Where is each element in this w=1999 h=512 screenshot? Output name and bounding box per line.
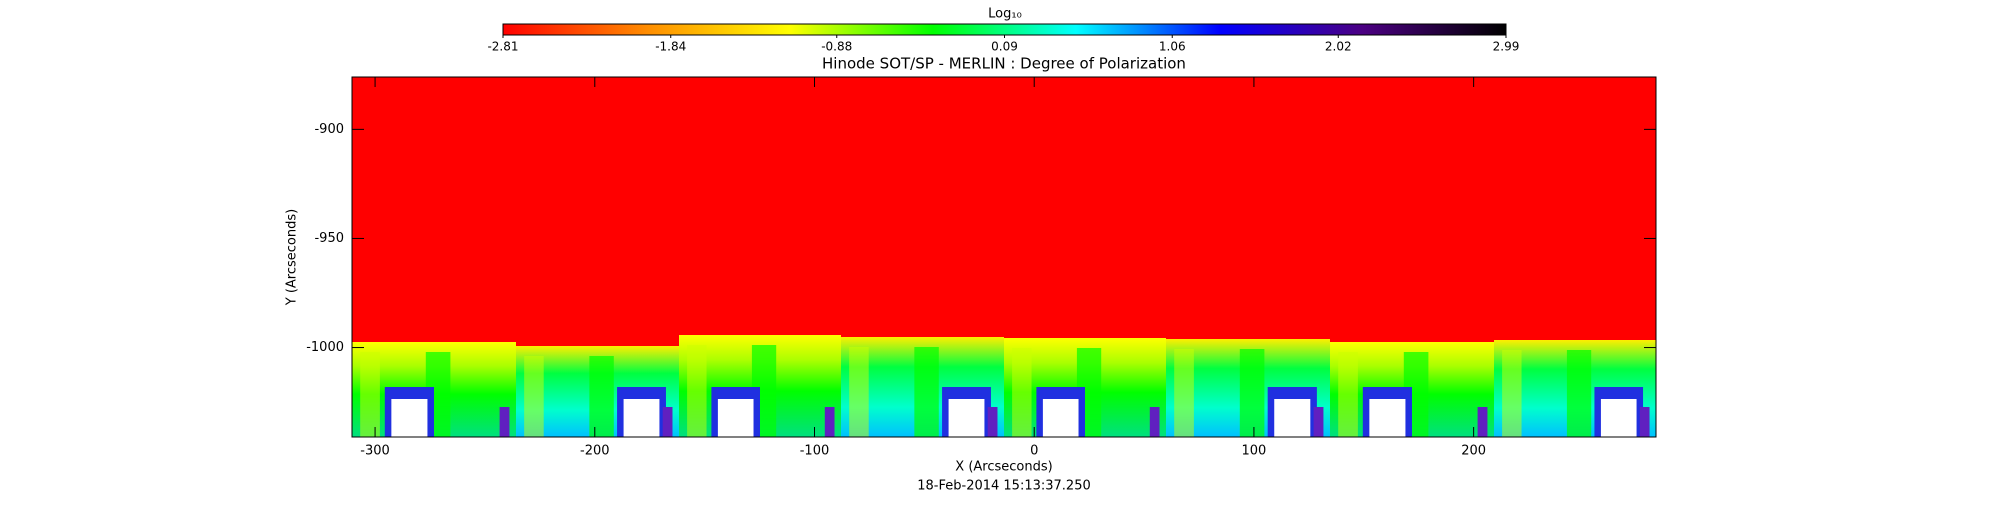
plot-area (352, 77, 1656, 437)
colorbar-tick-label: -0.88 (821, 40, 852, 54)
y-tick-label: -900 (314, 122, 344, 137)
x-tick-label: 0 (1030, 444, 1038, 459)
x-tick-label: 200 (1461, 444, 1486, 459)
colorbar-tick-label: 2.99 (1493, 40, 1520, 54)
chart-title: Hinode SOT/SP - MERLIN : Degree of Polar… (822, 55, 1186, 73)
colorbar-tick-label: 0.09 (991, 40, 1018, 54)
colorbar-tick-label: 2.02 (1325, 40, 1352, 54)
colorbar-tick-label: -1.84 (655, 40, 686, 54)
y-axis-label: Y (Arcseconds) (285, 209, 300, 306)
colorbar-tick-label: 1.06 (1159, 40, 1186, 54)
colorbar-tick-label: -2.81 (487, 40, 518, 54)
colorbar-title: Log₁₀ (988, 7, 1022, 22)
plot-frame (351, 76, 1657, 438)
x-tick-label: 100 (1242, 444, 1267, 459)
y-tick-label: -950 (314, 231, 344, 246)
x-axis-label: X (Arcseconds) (955, 460, 1052, 475)
x-tick-label: -300 (360, 444, 390, 459)
date-label: 18-Feb-2014 15:13:37.250 (917, 479, 1091, 494)
y-tick-label: -1000 (306, 340, 344, 355)
colorbar (502, 23, 1507, 36)
x-tick-label: -200 (580, 444, 610, 459)
x-tick-label: -100 (800, 444, 830, 459)
